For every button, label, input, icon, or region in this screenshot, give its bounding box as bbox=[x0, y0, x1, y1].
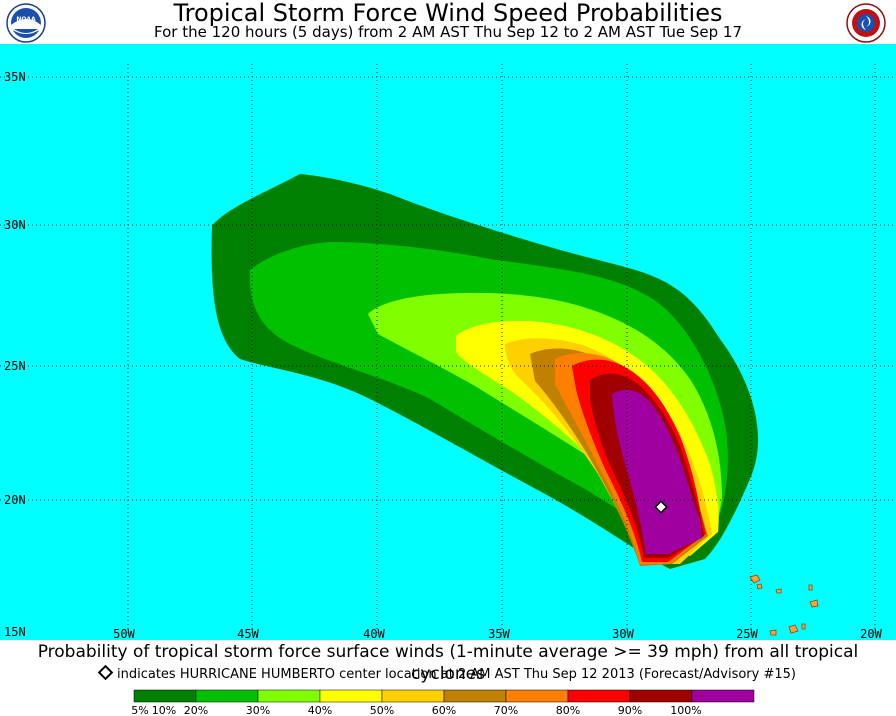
legend-swatch bbox=[505, 689, 569, 703]
legend-label: 40% bbox=[308, 704, 332, 716]
legend-swatch bbox=[443, 689, 507, 703]
page-title: Tropical Storm Force Wind Speed Probabil… bbox=[173, 0, 723, 27]
lon-label: 20W bbox=[860, 627, 882, 640]
probability-map: 35N 30N 25N 20N 15N 50W 45W 40W 35W 30W … bbox=[0, 44, 896, 640]
lon-label: 25W bbox=[736, 627, 758, 640]
lat-label: 30N bbox=[4, 218, 26, 232]
latitude-labels: 35N 30N 25N 20N 15N bbox=[4, 70, 26, 639]
legend-label: 70% bbox=[494, 704, 518, 716]
island bbox=[756, 583, 763, 590]
lon-label: 30W bbox=[612, 627, 634, 640]
legend-label: 60% bbox=[432, 704, 456, 716]
lat-label: 20N bbox=[4, 493, 26, 507]
longitude-labels: 50W 45W 40W 35W 30W 25W 20W bbox=[113, 627, 882, 640]
legend-label: 100% bbox=[670, 704, 701, 716]
legend-swatch bbox=[629, 689, 693, 703]
legend-labels: 5% 10% 20% 30% 40% 50% 60% 70% 80% 90% 100% bbox=[131, 704, 701, 716]
legend-label: 20% bbox=[184, 704, 208, 716]
cape-verde-islands bbox=[749, 574, 819, 636]
graticule bbox=[0, 64, 896, 634]
island bbox=[769, 629, 777, 636]
lat-label: 15N bbox=[4, 625, 26, 639]
island bbox=[788, 624, 799, 634]
marker-note: indicates HURRICANE HUMBERTO center loca… bbox=[0, 664, 896, 684]
legend-swatches bbox=[133, 689, 755, 703]
island bbox=[808, 584, 813, 591]
lon-label: 50W bbox=[113, 627, 135, 640]
header: NOAA Tropical Storm Force Wind Speed Pro… bbox=[0, 0, 896, 44]
svg-text:NOAA: NOAA bbox=[16, 16, 36, 23]
page-subtitle: For the 120 hours (5 days) from 2 AM AST… bbox=[154, 23, 742, 41]
contour-90pct bbox=[612, 389, 702, 554]
lon-label: 35W bbox=[488, 627, 510, 640]
storm-center-diamond-icon bbox=[654, 500, 668, 514]
island bbox=[809, 599, 819, 608]
legend-swatch bbox=[195, 689, 259, 703]
legend-label: 5% bbox=[131, 704, 148, 716]
island bbox=[749, 574, 761, 584]
legend-label: 50% bbox=[370, 704, 394, 716]
legend-label: 80% bbox=[556, 704, 580, 716]
map-description: Probability of tropical storm force surf… bbox=[37, 642, 859, 684]
island bbox=[775, 588, 782, 594]
legend-swatch bbox=[133, 689, 197, 703]
national-weather-service-logo-icon bbox=[846, 3, 886, 43]
lat-label: 25N bbox=[4, 359, 26, 373]
island bbox=[801, 623, 806, 630]
legend-swatch bbox=[381, 689, 445, 703]
marker-note-text: indicates HURRICANE HUMBERTO center loca… bbox=[117, 667, 796, 682]
noaa-logo-icon: NOAA bbox=[6, 3, 46, 43]
legend-label: 90% bbox=[618, 704, 642, 716]
legend-swatch bbox=[319, 689, 383, 703]
legend-swatch bbox=[691, 689, 755, 703]
legend-swatch bbox=[567, 689, 631, 703]
legend-label: 10% bbox=[152, 704, 176, 716]
storm-center-diamond-icon bbox=[97, 664, 114, 681]
probability-legend: 5% 10% 20% 30% 40% 50% 60% 70% 80% 90% 100% bbox=[131, 689, 755, 716]
legend-swatch bbox=[257, 689, 321, 703]
lon-label: 45W bbox=[237, 627, 259, 640]
probability-contours bbox=[211, 174, 759, 569]
lon-label: 40W bbox=[363, 627, 385, 640]
legend-label: 30% bbox=[246, 704, 270, 716]
lat-label: 35N bbox=[4, 70, 26, 84]
